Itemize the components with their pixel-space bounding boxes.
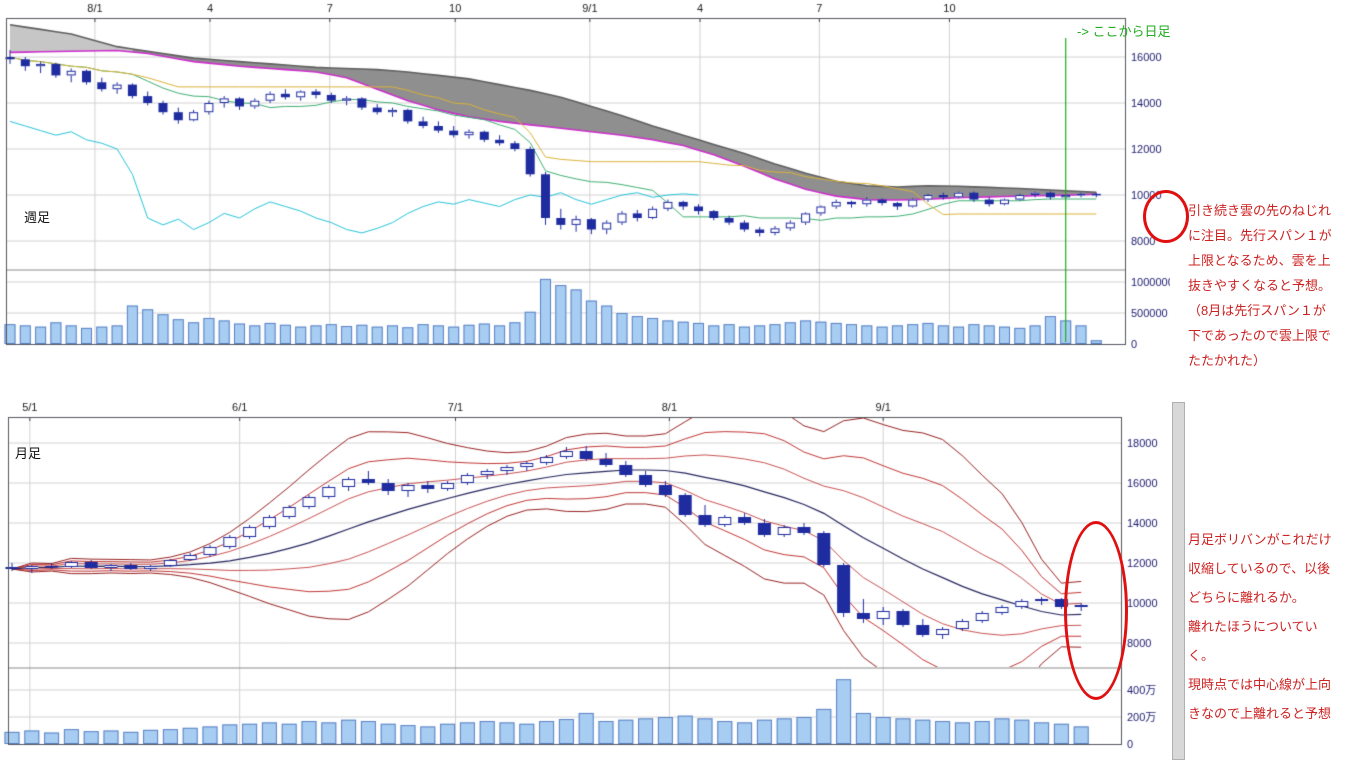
monthly-pane-label: 月足 (15, 446, 42, 461)
daily-start-marker-label: -> ここから日足 (1077, 24, 1171, 39)
monthly-note-text: 月足ボリバンがこれだけ 収縮しているので、以後 どちらに離れるか。 離れたほうに… (1188, 532, 1332, 721)
weekly-chart-canvas[interactable] (0, 0, 1170, 350)
weekly-note-text: 引き続き雲の先のねじれ に注目。先行スパン１が 上限となるため、雲を上 抜きやす… (1188, 203, 1332, 368)
right-scrollbar[interactable] (1172, 402, 1185, 760)
weekly-pane-label: 週足 (24, 210, 51, 225)
attention-circle-weekly (1143, 190, 1189, 243)
attention-ellipse-monthly (1064, 521, 1128, 700)
monthly-chart-canvas[interactable] (0, 400, 1170, 768)
